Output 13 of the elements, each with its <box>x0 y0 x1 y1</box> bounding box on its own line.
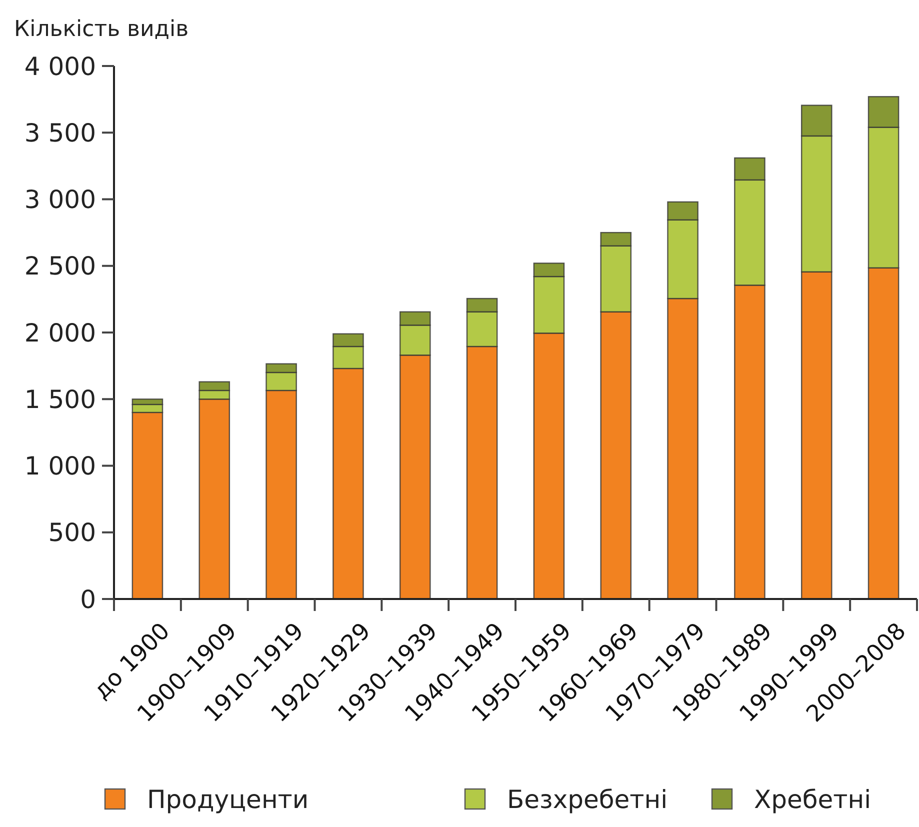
legend-label: Продуценти <box>147 784 309 814</box>
y-tick-label: 500 <box>48 518 96 548</box>
y-tick-label: 2 500 <box>24 252 96 281</box>
y-axis-title: Кількість видів <box>14 17 189 42</box>
y-tick-label: 2 000 <box>24 318 96 348</box>
y-tick-label: 0 <box>80 584 96 614</box>
legend-label: Хребетні <box>754 784 872 814</box>
y-tick-label: 1 500 <box>24 384 96 414</box>
y-tick-label: 4 000 <box>24 52 96 81</box>
y-tick-label: 3 000 <box>24 185 96 214</box>
legend-label: Безхребетні <box>507 784 668 814</box>
y-tick-label: 1 000 <box>24 452 96 480</box>
y-tick-label: 3 500 <box>24 118 96 148</box>
